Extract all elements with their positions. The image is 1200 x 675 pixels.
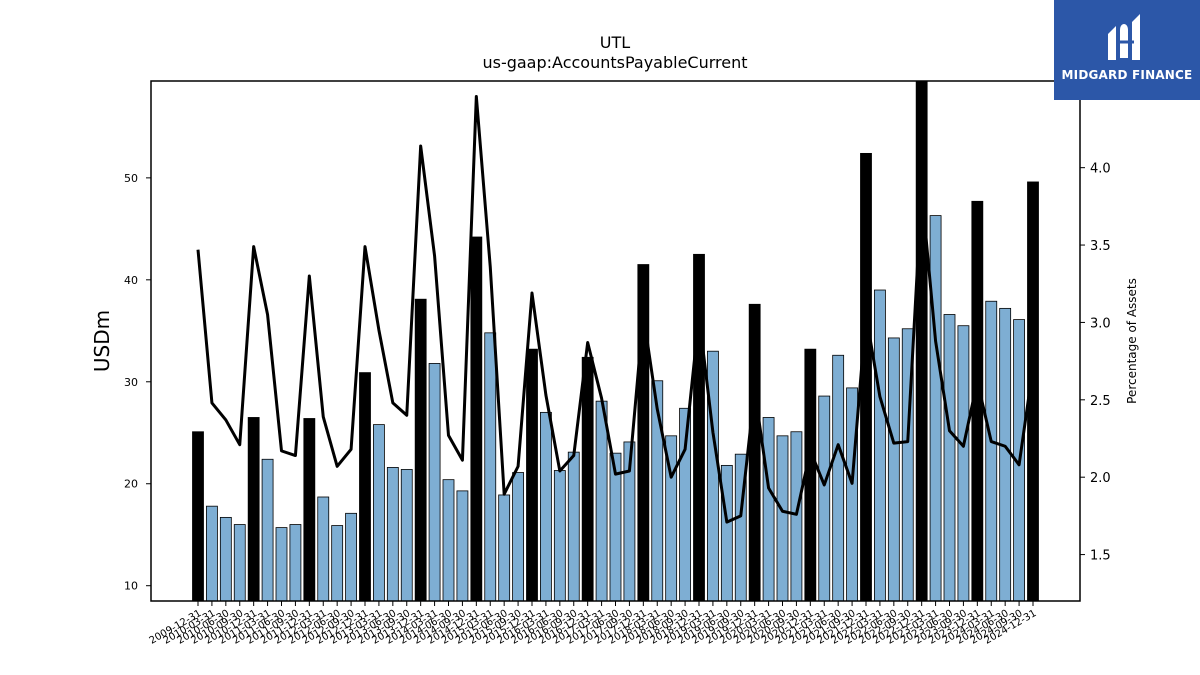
bar-2015-12-31 bbox=[526, 348, 538, 602]
bar-2015-06-30 bbox=[498, 494, 511, 602]
right-y-axis: 1.5 2.0 2.5 3.0 3.5 4.0 bbox=[1080, 162, 1111, 564]
bar-2013-06-30 bbox=[386, 467, 399, 602]
bar-2016-12-31 bbox=[581, 356, 594, 602]
y-axis-label: USDm bbox=[90, 310, 114, 372]
bar-2018-12-31 bbox=[693, 253, 705, 602]
y2-axis-label: Percentage of Assets bbox=[1125, 278, 1139, 404]
bar-2015-09-30 bbox=[512, 472, 524, 602]
bar-2010-12-31 bbox=[247, 417, 260, 602]
bar-2022-03-31 bbox=[874, 289, 886, 602]
bar-2013-09-30 bbox=[400, 469, 413, 602]
y2-tick-label: 3.5 bbox=[1090, 239, 1111, 254]
bar-2023-03-31 bbox=[929, 215, 942, 602]
bar-2022-12-31 bbox=[915, 80, 928, 602]
chart-title: UTL bbox=[600, 33, 630, 52]
y2-tick-label: 3.0 bbox=[1090, 316, 1111, 331]
bar-2017-03-31 bbox=[595, 400, 608, 602]
y-tick-label: 50 bbox=[124, 172, 138, 185]
bar-2020-06-30 bbox=[776, 435, 789, 602]
bar-2021-03-31 bbox=[818, 395, 831, 602]
y-tick-label: 10 bbox=[124, 580, 138, 593]
x-axis: 2009-12-312010-03-312010-06-302010-09-30… bbox=[148, 601, 1039, 647]
bar-2011-09-30 bbox=[289, 524, 302, 602]
bar-2013-12-31 bbox=[414, 298, 427, 602]
bar-2011-06-30 bbox=[275, 527, 288, 602]
bar-2010-03-31 bbox=[206, 505, 218, 602]
bar-2014-12-31 bbox=[470, 236, 483, 602]
y2-tick-label: 4.0 bbox=[1090, 162, 1111, 177]
line-group bbox=[196, 94, 1035, 524]
y-tick-label: 30 bbox=[124, 376, 138, 389]
bar-2012-03-31 bbox=[317, 496, 330, 602]
bar-2012-09-30 bbox=[345, 512, 357, 602]
logo-text: MIDGARD FINANCE bbox=[1061, 68, 1193, 82]
bar-2016-06-30 bbox=[553, 470, 566, 602]
bar-2023-09-30 bbox=[957, 325, 970, 602]
bar-2019-06-30 bbox=[720, 464, 733, 602]
bar-2021-06-30 bbox=[832, 354, 845, 602]
chart-subtitle: us-gaap:AccountsPayableCurrent bbox=[482, 53, 747, 72]
bar-2022-06-30 bbox=[887, 337, 900, 602]
bar-2020-03-31 bbox=[762, 417, 775, 602]
y2-tick-label: 2.0 bbox=[1090, 471, 1111, 486]
y2-tick-label: 1.5 bbox=[1090, 549, 1111, 564]
bar-2014-03-31 bbox=[428, 363, 441, 602]
bar-2014-09-30 bbox=[456, 490, 469, 602]
bar-2015-03-31 bbox=[484, 332, 497, 602]
bar-2010-09-30 bbox=[233, 524, 246, 602]
bar-2011-12-31 bbox=[303, 418, 316, 602]
bar-2024-03-31 bbox=[985, 300, 998, 602]
bar-2019-12-31 bbox=[748, 303, 761, 602]
y-tick-label: 20 bbox=[124, 478, 138, 491]
bar-2011-03-31 bbox=[261, 458, 274, 602]
brand-logo: MIDGARD FINANCE bbox=[1054, 0, 1200, 100]
y-tick-label: 40 bbox=[124, 274, 138, 287]
logo-mark-icon bbox=[1108, 14, 1140, 60]
bar-group bbox=[192, 80, 1039, 602]
y2-tick-label: 2.5 bbox=[1090, 394, 1111, 409]
bar-2014-06-30 bbox=[442, 479, 455, 602]
bar-2023-06-30 bbox=[943, 314, 956, 602]
bar-2012-06-30 bbox=[331, 525, 344, 602]
bar-2016-09-30 bbox=[567, 451, 580, 602]
bar-2013-03-31 bbox=[373, 424, 385, 602]
bar-2020-09-30 bbox=[790, 431, 803, 602]
bar-2024-06-30 bbox=[999, 307, 1012, 602]
percentage-line bbox=[196, 94, 1035, 524]
bar-2009-12-31 bbox=[192, 431, 204, 602]
left-y-axis: 10 20 30 40 50 bbox=[124, 172, 151, 593]
bar-2012-12-31 bbox=[359, 372, 371, 602]
bar-2010-06-30 bbox=[219, 516, 232, 602]
bar-2016-03-31 bbox=[540, 411, 552, 602]
